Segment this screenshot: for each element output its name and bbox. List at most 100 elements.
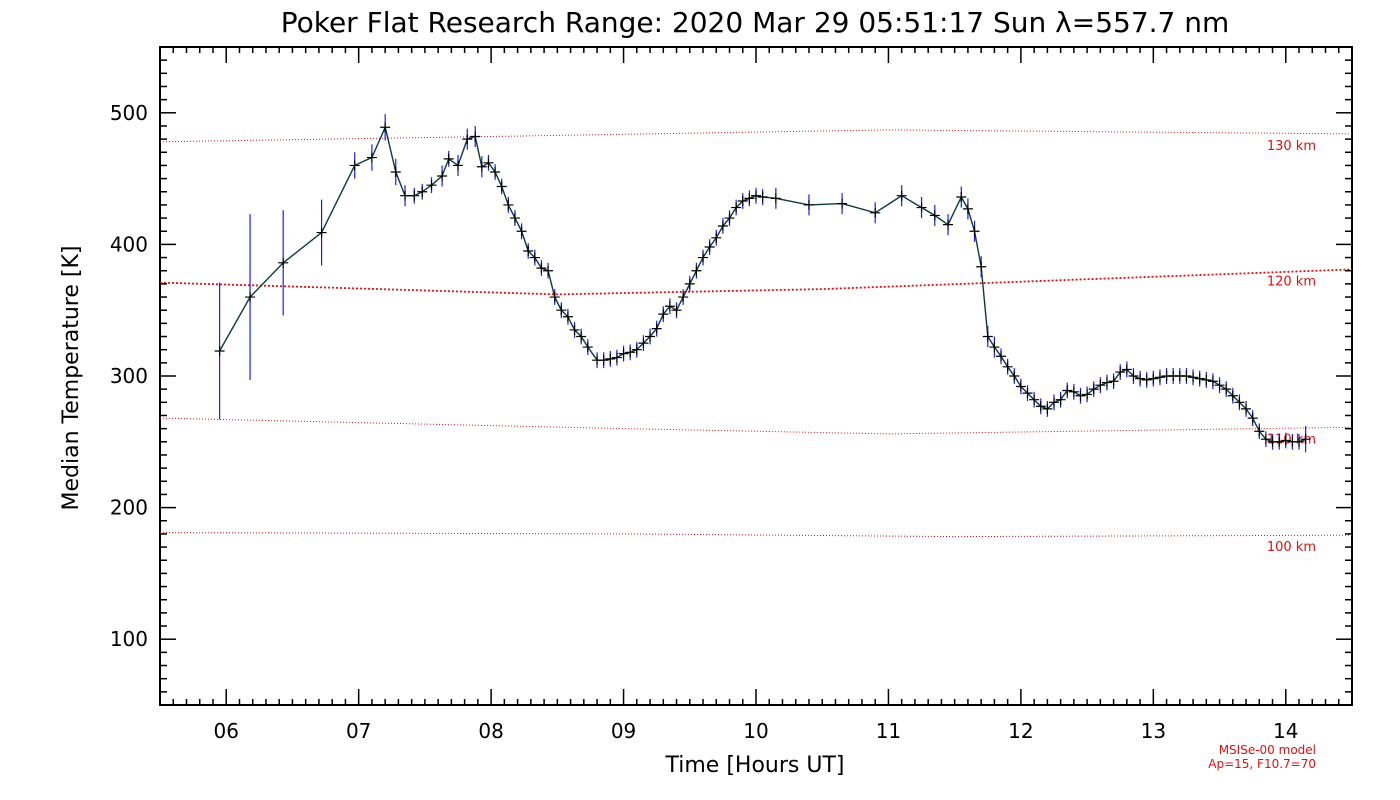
data-point bbox=[1227, 390, 1238, 401]
data-point bbox=[496, 181, 507, 192]
data-point bbox=[1035, 401, 1046, 412]
x-tick-label: 06 bbox=[213, 719, 238, 743]
data-point bbox=[503, 199, 514, 210]
data-point bbox=[969, 226, 980, 237]
x-axis-label: Time [Hours UT] bbox=[665, 753, 845, 778]
y-axis-label: Median Temperature [K] bbox=[59, 246, 84, 511]
data-point bbox=[523, 245, 534, 256]
data-point bbox=[509, 213, 520, 224]
reference-line-120km bbox=[159, 268, 1353, 296]
data-point bbox=[1221, 384, 1232, 395]
x-tick-label: 11 bbox=[876, 719, 901, 743]
data-point bbox=[1108, 376, 1119, 387]
data-point bbox=[684, 278, 695, 289]
data-point bbox=[671, 305, 682, 316]
data-point bbox=[569, 324, 580, 335]
x-tick-label: 12 bbox=[1008, 719, 1033, 743]
data-point bbox=[1141, 374, 1152, 385]
reference-line-100km bbox=[159, 532, 1353, 538]
data-point bbox=[1294, 436, 1305, 447]
data-point bbox=[711, 232, 722, 243]
data-point bbox=[744, 193, 755, 204]
data-point bbox=[417, 186, 428, 197]
data-point bbox=[1154, 372, 1165, 383]
y-tick-label: 200 bbox=[110, 496, 148, 520]
data-point bbox=[1241, 403, 1252, 414]
data-point bbox=[1188, 372, 1199, 383]
data-point bbox=[678, 292, 689, 303]
data-point bbox=[770, 193, 781, 204]
data-point bbox=[1009, 371, 1020, 381]
x-tick-label: 08 bbox=[478, 719, 503, 743]
data-point bbox=[1015, 381, 1026, 392]
reference-line-110km bbox=[159, 417, 1353, 435]
x-tick-label: 10 bbox=[743, 719, 768, 743]
data-point bbox=[245, 292, 256, 303]
data-point bbox=[943, 219, 954, 230]
data-point bbox=[962, 203, 973, 214]
data-point bbox=[562, 311, 573, 322]
data-point bbox=[1135, 373, 1146, 384]
reference-label: 120 km bbox=[1267, 274, 1316, 289]
data-point bbox=[536, 263, 547, 274]
data-markers bbox=[214, 122, 1311, 447]
data-point bbox=[1274, 436, 1285, 447]
data-point bbox=[1214, 380, 1225, 391]
data-point bbox=[870, 207, 881, 218]
data-point bbox=[618, 348, 629, 359]
data-point bbox=[470, 131, 481, 142]
data-point bbox=[956, 192, 967, 203]
chart-title: Poker Flat Research Range: 2020 Mar 29 0… bbox=[281, 6, 1230, 39]
data-point bbox=[803, 199, 814, 210]
data-point bbox=[1082, 389, 1093, 400]
data-point bbox=[651, 323, 662, 334]
data-point bbox=[976, 261, 987, 272]
x-tick-label: 14 bbox=[1273, 719, 1298, 743]
data-point bbox=[1234, 397, 1245, 408]
data-point bbox=[1062, 385, 1073, 396]
data-point bbox=[737, 195, 748, 206]
data-point bbox=[717, 220, 728, 231]
data-point bbox=[443, 153, 454, 164]
data-point bbox=[490, 167, 501, 178]
data-point bbox=[366, 152, 377, 163]
data-point bbox=[1207, 376, 1218, 387]
temperature-series bbox=[218, 125, 1306, 443]
data-point bbox=[556, 305, 567, 316]
data-point bbox=[1068, 386, 1079, 397]
data-point bbox=[476, 161, 487, 172]
data-point bbox=[724, 213, 735, 224]
data-point bbox=[704, 242, 715, 253]
data-point bbox=[996, 351, 1007, 362]
data-point bbox=[1148, 373, 1159, 384]
data-point bbox=[483, 157, 494, 168]
data-point bbox=[1049, 397, 1059, 408]
x-tick-label: 07 bbox=[346, 719, 371, 743]
data-point bbox=[582, 342, 593, 353]
data-point bbox=[605, 353, 616, 364]
tick-labels: 06 07 08 09 10 11 12 13 14 100 200 300 400 500 bbox=[110, 101, 1299, 743]
data-point bbox=[409, 190, 420, 201]
data-point bbox=[658, 309, 669, 320]
data-point bbox=[1260, 434, 1271, 445]
data-point bbox=[731, 202, 742, 213]
data-point bbox=[1201, 374, 1212, 385]
data-point bbox=[1095, 380, 1106, 391]
data-point bbox=[751, 190, 761, 201]
data-point bbox=[278, 257, 289, 268]
reference-line-130km bbox=[159, 129, 1353, 143]
data-point bbox=[426, 180, 437, 191]
data-point bbox=[837, 198, 848, 209]
data-point bbox=[1002, 361, 1013, 372]
data-point bbox=[1042, 403, 1053, 414]
data-point bbox=[529, 252, 540, 263]
data-point bbox=[1115, 367, 1126, 378]
data-point bbox=[896, 190, 907, 201]
data-point bbox=[516, 226, 527, 237]
data-point bbox=[1128, 371, 1139, 381]
data-point bbox=[1121, 364, 1132, 375]
y-tick-label: 300 bbox=[110, 364, 148, 388]
data-point bbox=[1194, 373, 1205, 384]
